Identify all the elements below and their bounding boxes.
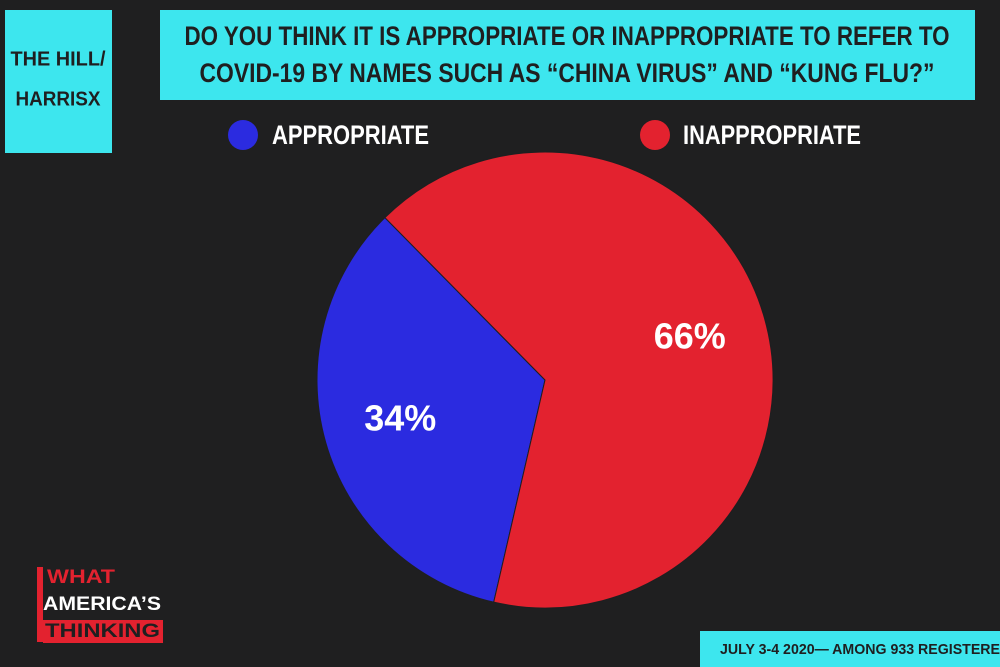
chart-title: COVID-19 BY NAMES SUCH AS “CHINA VIRUS” …	[200, 58, 935, 88]
title-box	[160, 10, 975, 100]
pie-slice	[316, 216, 546, 603]
legend-swatch	[228, 120, 258, 150]
source-box	[5, 10, 112, 153]
source-line: HARRISX	[16, 88, 102, 110]
logo-bar	[37, 567, 43, 642]
legend-label: INAPPROPRIATE	[683, 120, 861, 150]
logo-text: WHAT	[47, 567, 115, 588]
source-line: THE HILL/	[11, 48, 106, 70]
logo-text: THINKING	[45, 621, 160, 642]
legend-label: APPROPRIATE	[272, 120, 429, 150]
legend-swatch	[640, 120, 670, 150]
footnote: JULY 3-4 2020— AMONG 933 REGISTERE	[720, 641, 1000, 658]
chart-title: DO YOU THINK IT IS APPROPRIATE OR INAPPR…	[185, 21, 950, 51]
data-label: 34%	[364, 397, 436, 438]
data-label: 66%	[654, 316, 726, 357]
footnote-box	[700, 631, 1000, 667]
pie-slice	[384, 151, 774, 609]
logo-text: AMERICA’S	[43, 594, 161, 615]
logo-box	[43, 620, 163, 643]
